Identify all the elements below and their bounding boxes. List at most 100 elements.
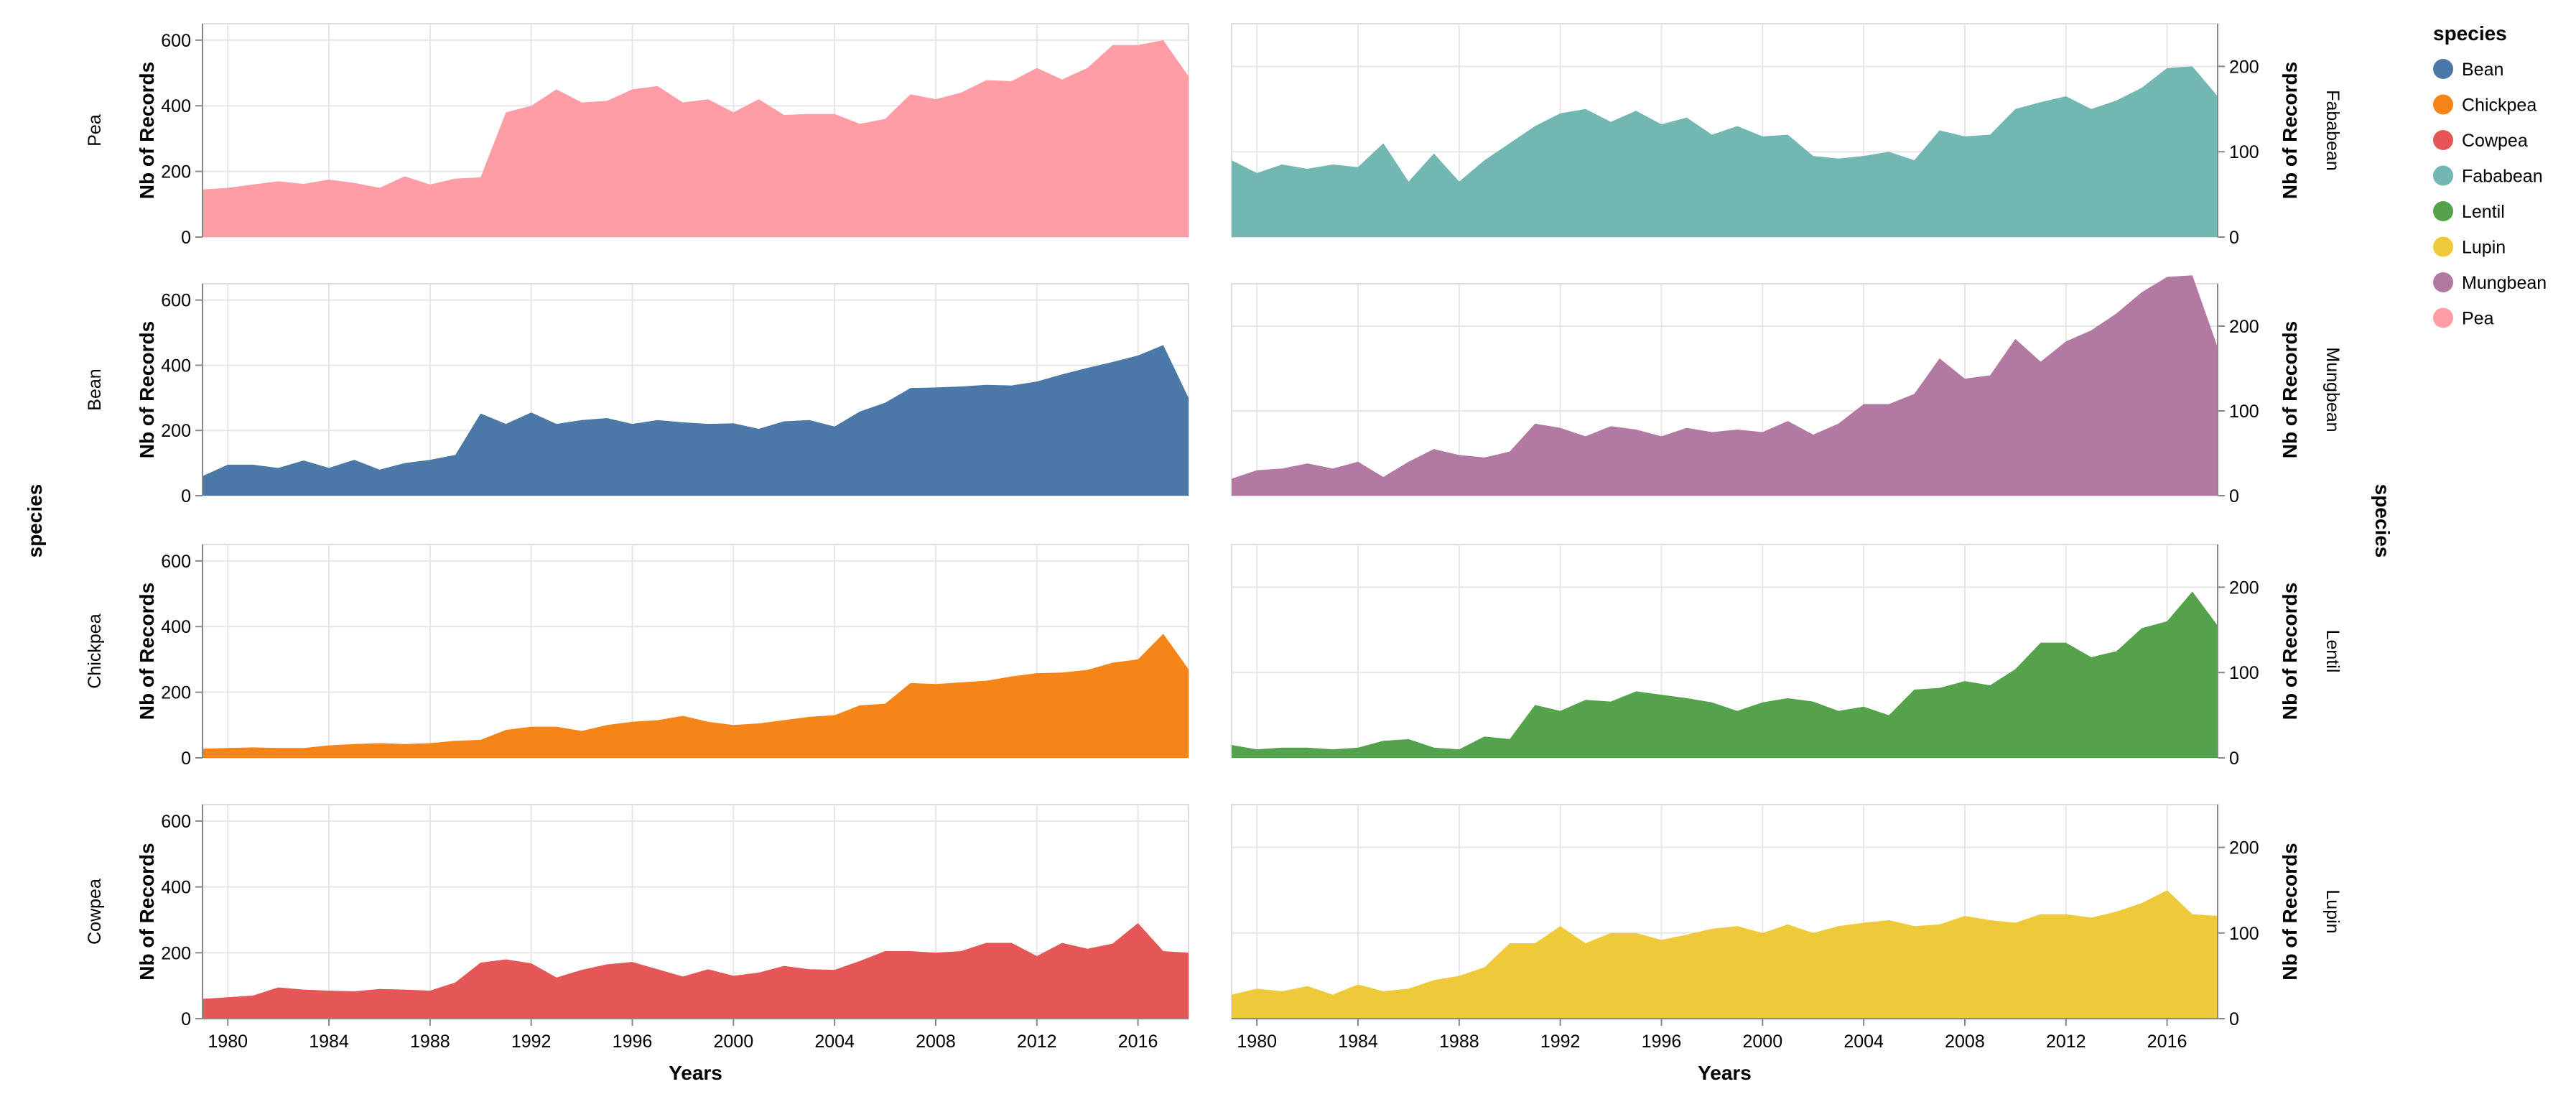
panel-lentil: 0 100 200 Nb of Records Lentil	[1231, 544, 2343, 769]
legend-swatch-chickpea	[2433, 94, 2453, 115]
facet-label-lentil: Lentil	[2322, 630, 2343, 673]
y-tick-label: 200	[2229, 57, 2259, 77]
legend-label-fababean: Fababean	[2462, 167, 2543, 187]
y-tick-label: 200	[161, 943, 191, 963]
y-tick-label: 100	[2229, 402, 2259, 422]
x-tick-label: 2012	[1017, 1032, 1057, 1052]
x-tick-label: 1980	[208, 1032, 248, 1052]
legend-label-cowpea: Cowpea	[2462, 131, 2528, 151]
facet-label-chickpea: Chickpea	[85, 613, 105, 688]
area-fababean	[1232, 66, 2218, 238]
y-tick-label: 600	[161, 31, 191, 51]
y-tick-label: 200	[161, 421, 191, 441]
area-lupin	[1232, 890, 2218, 1019]
y-axis-title: Nb of Records	[136, 321, 158, 458]
x-tick-label: 2000	[713, 1032, 753, 1052]
y-tick-label: 400	[161, 617, 191, 637]
x-tick-label: 1996	[613, 1032, 653, 1052]
area-mungbean	[1232, 275, 2218, 496]
y-tick-label: 0	[2229, 228, 2239, 248]
x-tick-label: 1984	[1338, 1032, 1378, 1052]
facet-label-fababean: Fababean	[2322, 90, 2343, 171]
y-tick-label: 0	[2229, 749, 2239, 769]
y-tick-label: 0	[181, 1009, 191, 1029]
x-tick-label: 1992	[511, 1032, 552, 1052]
legend-swatch-lupin	[2433, 236, 2453, 257]
legend-label-lentil: Lentil	[2462, 202, 2505, 222]
x-tick-label: 2000	[1742, 1032, 1782, 1052]
legend-swatch-cowpea	[2433, 130, 2453, 150]
facet-label-bean: Bean	[85, 369, 105, 410]
area-chickpea	[203, 634, 1189, 758]
y-tick-label: 0	[2229, 1009, 2239, 1029]
legend-swatch-fababean	[2433, 165, 2453, 186]
legend-swatch-bean	[2433, 59, 2453, 79]
panel-lupin: 0 100 200 Nb of Records Lupin 1980 1984 1988 199…	[1231, 804, 2343, 1084]
x-tick-label: 2012	[2046, 1032, 2086, 1052]
x-tick-label: 2016	[1118, 1032, 1158, 1052]
legend-label-pea: Pea	[2462, 309, 2494, 329]
y-axis-title: Nb of Records	[2279, 583, 2301, 720]
y-axis-title: Nb of Records	[136, 583, 158, 720]
y-tick-label: 200	[2229, 838, 2259, 858]
panel-mungbean: 0 100 200 Nb of Records Mungbean	[1231, 275, 2343, 506]
area-pea	[203, 40, 1189, 237]
y-tick-label: 100	[2229, 663, 2259, 683]
x-tick-label: 2008	[1945, 1032, 1985, 1052]
row-facet-title-left: species	[24, 484, 46, 558]
legend-swatch-mungbean	[2433, 272, 2453, 292]
facet-label-lupin: Lupin	[2322, 889, 2343, 933]
x-tick-label: 1988	[1439, 1032, 1479, 1052]
y-tick-label: 600	[161, 552, 191, 572]
legend-swatch-lentil	[2433, 201, 2453, 221]
y-tick-label: 0	[2229, 486, 2239, 506]
y-tick-label: 200	[2229, 578, 2259, 598]
y-tick-label: 400	[161, 96, 191, 116]
y-axis-title: Nb of Records	[2279, 843, 2301, 980]
x-tick-label: 2004	[1843, 1032, 1884, 1052]
x-tick-label: 1992	[1540, 1032, 1581, 1052]
legend-label-bean: Bean	[2462, 60, 2503, 80]
axis-titles: species species	[24, 484, 2394, 558]
y-tick-label: 400	[161, 878, 191, 898]
x-axis-title: Years	[669, 1062, 722, 1084]
y-tick-label: 600	[161, 291, 191, 311]
legend-title: species	[2433, 22, 2507, 45]
y-tick-label: 200	[161, 683, 191, 703]
x-tick-label: 1988	[410, 1032, 450, 1052]
y-tick-label: 0	[181, 228, 191, 248]
x-tick-label: 1980	[1237, 1032, 1277, 1052]
area-bean	[203, 345, 1189, 496]
y-tick-label: 0	[181, 486, 191, 506]
row-facet-title-right: species	[2371, 484, 2394, 558]
y-tick-label: 100	[2229, 142, 2259, 162]
legend-label-lupin: Lupin	[2462, 238, 2506, 258]
y-tick-label: 200	[161, 162, 191, 182]
y-axis-title: Nb of Records	[136, 843, 158, 980]
x-axis-title: Years	[1698, 1062, 1752, 1084]
legend-label-chickpea: Chickpea	[2462, 96, 2537, 116]
y-tick-label: 100	[2229, 924, 2259, 944]
x-tick-label: 1984	[309, 1032, 349, 1052]
area-cowpea	[203, 923, 1189, 1019]
legend-label-mungbean: Mungbean	[2462, 273, 2547, 293]
y-axis-title: Nb of Records	[2279, 321, 2301, 458]
y-tick-label: 200	[2229, 317, 2259, 337]
x-tick-label: 2008	[916, 1032, 956, 1052]
y-axis-title: Nb of Records	[136, 62, 158, 199]
y-tick-label: 0	[181, 749, 191, 769]
facet-label-pea: Pea	[85, 114, 105, 147]
facet-label-mungbean: Mungbean	[2322, 347, 2343, 432]
y-tick-label: 600	[161, 812, 191, 832]
panel-fababean: 0 100 200 Nb of Records Fababean	[1231, 23, 2343, 248]
legend: species Bean Chickpea Cowpea Fababean Lentil…	[2433, 22, 2547, 329]
x-tick-label: 1996	[1642, 1032, 1682, 1052]
y-tick-label: 400	[161, 356, 191, 376]
facet-label-cowpea: Cowpea	[85, 879, 105, 945]
